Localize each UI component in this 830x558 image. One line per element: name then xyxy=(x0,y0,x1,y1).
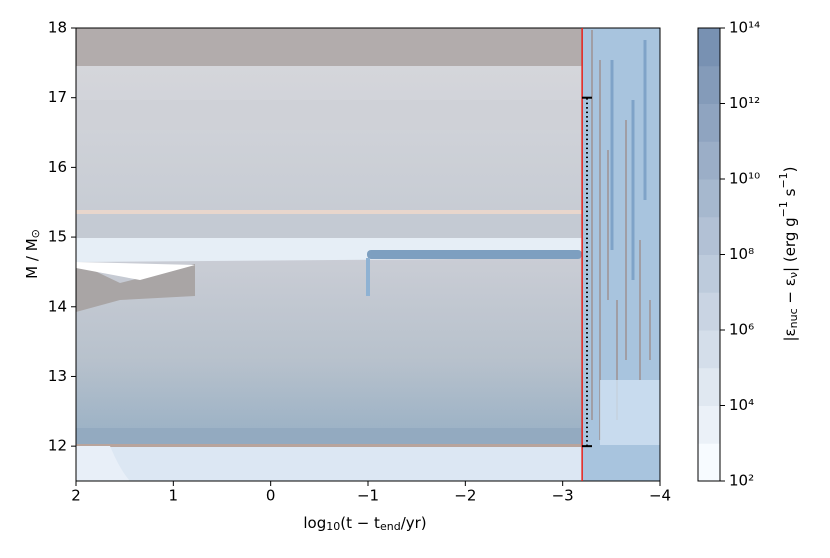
colorbar-level xyxy=(698,65,720,104)
y-tick-label: 12 xyxy=(48,437,67,455)
colorbar-level xyxy=(698,28,720,67)
y-tick-label: 15 xyxy=(48,228,67,246)
y-tick-label: 14 xyxy=(48,297,67,315)
colorbar-tick-label: 10¹² xyxy=(729,94,760,112)
x-tick-label: −3 xyxy=(552,487,574,505)
x-tick-label: −2 xyxy=(454,487,476,505)
x-tick-label: 0 xyxy=(266,487,276,505)
y-tick-label: 16 xyxy=(48,158,67,176)
colorbar-tick-label: 10⁴ xyxy=(729,396,754,414)
contour-background xyxy=(76,28,660,481)
colorbar-level xyxy=(698,179,720,218)
colorbar-level xyxy=(698,292,720,331)
colorbar-level xyxy=(698,103,720,142)
x-tick-label: 1 xyxy=(169,487,179,505)
colorbar-level xyxy=(698,141,720,180)
colorbar-level xyxy=(698,405,720,444)
y-tick-label: 17 xyxy=(48,88,67,106)
colorbar-tick-label: 10⁶ xyxy=(729,321,754,339)
colorbar-tick-label: 10⁸ xyxy=(729,245,754,263)
y-tick-label: 18 xyxy=(48,19,67,37)
colorbar-level xyxy=(698,330,720,369)
colorbar-label: |εnuc − εν| (erg g−1 s−1) xyxy=(777,166,800,341)
colorbar-tick-label: 10² xyxy=(729,472,754,490)
x-tick-label: 2 xyxy=(71,487,81,505)
colorbar-tick-label: 10¹⁰ xyxy=(729,170,760,188)
x-tick-label: −1 xyxy=(357,487,379,505)
x-axis-label: log10(t − tend/yr) xyxy=(303,514,426,534)
colorbar-level xyxy=(698,216,720,255)
colorbar-level xyxy=(698,254,720,293)
x-tick-label: −4 xyxy=(649,487,671,505)
colorbar-tick-label: 10¹⁴ xyxy=(729,19,760,37)
y-tick-label: 13 xyxy=(48,367,67,385)
y-axis-label: M / M⊙ xyxy=(23,229,43,279)
colorbar-level xyxy=(698,367,720,406)
colorbar-level xyxy=(698,443,720,482)
